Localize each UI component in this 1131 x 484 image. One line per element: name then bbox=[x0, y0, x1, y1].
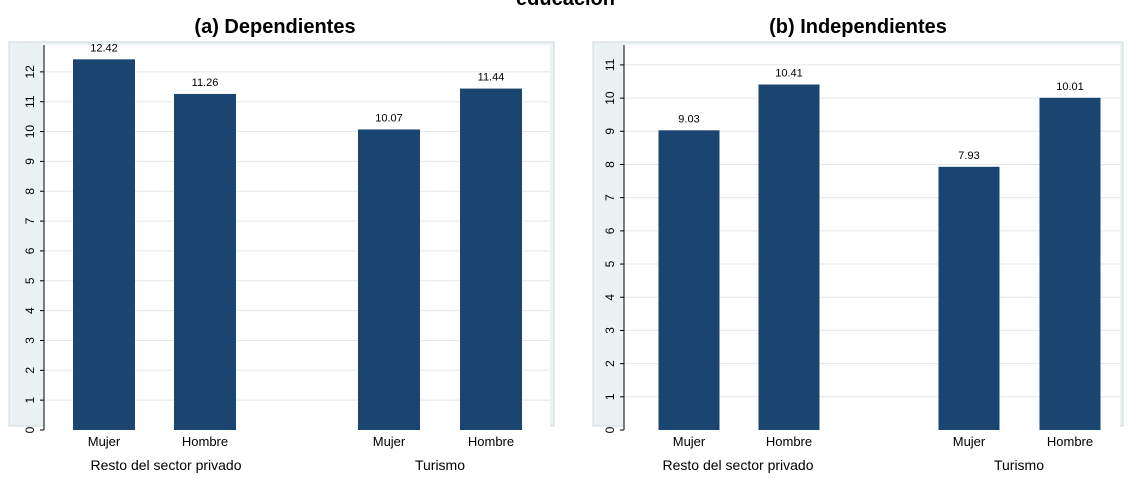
bar-value-label: 10.01 bbox=[1056, 81, 1084, 93]
y-tick-label: 1 bbox=[603, 393, 617, 400]
x-category-label: Hombre bbox=[1047, 434, 1093, 449]
y-tick-label: 6 bbox=[23, 247, 37, 254]
bar bbox=[174, 93, 236, 430]
y-tick-label: 9 bbox=[603, 128, 617, 135]
y-tick-label: 0 bbox=[23, 426, 37, 433]
chart-title: (b) Independientes bbox=[769, 16, 947, 38]
y-tick-label: 4 bbox=[23, 307, 37, 314]
y-tick-label: 11 bbox=[603, 58, 617, 71]
y-tick-label: 11 bbox=[23, 95, 37, 108]
y-tick-label: 4 bbox=[603, 294, 617, 301]
y-tick-label: 2 bbox=[603, 360, 617, 367]
x-group-label: Resto del sector privado bbox=[91, 457, 242, 473]
x-category-label: Hombre bbox=[766, 434, 812, 449]
x-category-label: Mujer bbox=[953, 434, 986, 449]
y-tick-label: 10 bbox=[23, 125, 37, 139]
bar bbox=[938, 166, 1000, 430]
y-tick-label: 7 bbox=[23, 217, 37, 224]
y-tick-label: 3 bbox=[603, 327, 617, 334]
x-category-label: Hombre bbox=[182, 434, 228, 449]
figure-title: educación bbox=[0, 0, 1131, 11]
y-tick-label: 5 bbox=[603, 260, 617, 267]
y-tick-label: 1 bbox=[23, 396, 37, 403]
y-tick-label: 9 bbox=[23, 158, 37, 165]
bar-value-label: 10.07 bbox=[375, 112, 403, 124]
chart-title: (a) Dependientes bbox=[194, 16, 355, 38]
bar-value-label: 12.42 bbox=[90, 42, 118, 54]
y-tick-label: 5 bbox=[23, 277, 37, 284]
bar-value-label: 11.26 bbox=[192, 77, 219, 89]
y-tick-label: 6 bbox=[603, 227, 617, 234]
x-group-label: Resto del sector privado bbox=[663, 457, 814, 473]
bar-value-label: 11.44 bbox=[478, 72, 505, 84]
x-category-label: Mujer bbox=[88, 434, 121, 449]
bar bbox=[1039, 97, 1101, 431]
y-tick-label: 8 bbox=[23, 188, 37, 195]
y-tick-label: 10 bbox=[603, 91, 617, 105]
bar bbox=[658, 130, 720, 430]
bar bbox=[73, 59, 135, 430]
x-category-label: Hombre bbox=[468, 434, 514, 449]
bar bbox=[758, 84, 820, 430]
x-category-label: Mujer bbox=[373, 434, 406, 449]
bar-value-label: 10.41 bbox=[775, 67, 803, 79]
x-group-label: Turismo bbox=[415, 457, 465, 473]
y-tick-label: 3 bbox=[23, 337, 37, 344]
y-tick-label: 12 bbox=[23, 65, 37, 79]
y-tick-label: 7 bbox=[603, 194, 617, 201]
x-category-label: Mujer bbox=[673, 434, 706, 449]
y-tick-label: 2 bbox=[23, 367, 37, 374]
y-tick-label: 0 bbox=[603, 426, 617, 433]
bar-value-label: 9.03 bbox=[678, 113, 699, 125]
bar-value-label: 7.93 bbox=[958, 150, 979, 162]
x-group-label: Turismo bbox=[994, 457, 1044, 473]
bar bbox=[358, 129, 420, 430]
y-tick-label: 8 bbox=[603, 161, 617, 168]
bar bbox=[460, 88, 522, 431]
